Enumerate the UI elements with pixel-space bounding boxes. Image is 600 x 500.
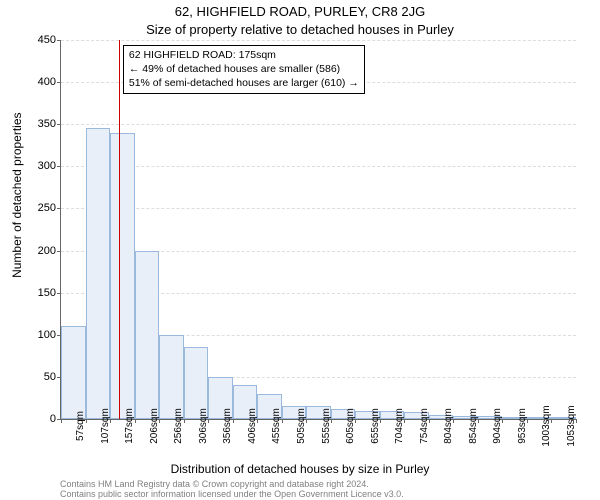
xtick-label: 1003sqm [541,405,552,446]
xtick-label: 555sqm [321,408,332,444]
histogram-bar [86,128,111,419]
xtick-label: 406sqm [247,408,258,444]
xtick-label: 256sqm [173,408,184,444]
gridline [61,40,576,41]
annotation-line: ← 49% of detached houses are smaller (58… [129,62,359,76]
ytick-label: 450 [38,34,56,46]
ytick-label: 0 [50,413,56,425]
xtick-label: 904sqm [492,408,503,444]
ytick-label: 400 [38,76,56,88]
xtick-label: 655sqm [370,408,381,444]
ytick-label: 300 [38,160,56,172]
xtick-label: 157sqm [124,408,135,444]
gridline [61,124,576,125]
property-marker-line [119,40,120,419]
annotation-line: 62 HIGHFIELD ROAD: 175sqm [129,48,359,62]
annotation-box: 62 HIGHFIELD ROAD: 175sqm← 49% of detach… [123,45,365,94]
xtick-label: 854sqm [468,408,479,444]
attribution-line2: Contains public sector information licen… [60,490,404,500]
xtick-label: 455sqm [271,408,282,444]
chart-subtitle: Size of property relative to detached ho… [0,22,600,37]
xtick-label: 306sqm [198,408,209,444]
histogram-bar [159,335,184,419]
xtick-label: 356sqm [222,408,233,444]
ytick-label: 350 [38,118,56,130]
ytick-label: 100 [38,329,56,341]
xtick-label: 754sqm [419,408,430,444]
annotation-line: 51% of semi-detached houses are larger (… [129,76,359,90]
gridline [61,208,576,209]
xtick-label: 953sqm [517,408,528,444]
xtick-label: 605sqm [345,408,356,444]
x-axis-label: Distribution of detached houses by size … [0,462,600,476]
plot-area: 62 HIGHFIELD ROAD: 175sqm← 49% of detach… [60,40,576,420]
gridline [61,166,576,167]
histogram-bar [110,133,135,419]
xtick-label: 804sqm [443,408,454,444]
xtick-label: 704sqm [394,408,405,444]
chart-title: 62, HIGHFIELD ROAD, PURLEY, CR8 2JG [0,4,600,19]
ytick-label: 50 [44,371,56,383]
xtick-label: 107sqm [100,408,111,444]
xtick-label: 505sqm [296,408,307,444]
ytick-label: 150 [38,287,56,299]
ytick-label: 250 [38,202,56,214]
histogram-bar [61,326,86,419]
xtick-label: 1053sqm [566,405,577,446]
attribution: Contains HM Land Registry data © Crown c… [60,480,404,500]
xtick-label: 206sqm [149,408,160,444]
xtick-label: 57sqm [75,411,86,441]
ytick-label: 200 [38,245,56,257]
histogram-bar [135,251,160,419]
y-axis-label: Number of detached properties [10,112,24,277]
